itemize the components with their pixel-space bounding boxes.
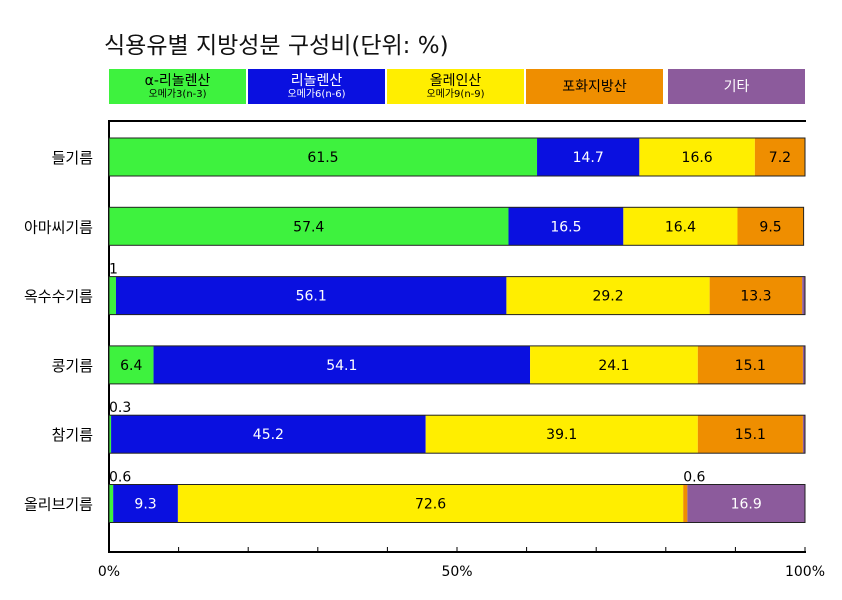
- bar-segment: [109, 345, 154, 384]
- bar-segment: [697, 415, 803, 454]
- bar-segment: [508, 207, 624, 246]
- data-label: 0.6: [683, 470, 705, 486]
- legend-item: 리놀렌산 오메가6(n-6): [248, 69, 385, 104]
- legend-label: 리놀렌산: [290, 72, 343, 89]
- bar-segment: [109, 138, 538, 176]
- bar-outline: [108, 276, 806, 316]
- data-label: 57.4: [293, 219, 324, 235]
- data-label: 9.5: [759, 219, 781, 235]
- bar-segment: [737, 207, 804, 246]
- x-tick-label: 50%: [441, 564, 472, 580]
- data-label: 39.1: [546, 427, 577, 443]
- legend-sublabel: 오메가9(n-9): [426, 88, 485, 100]
- chart-title: 식용유별 지방성분 구성비(단위: %): [104, 33, 449, 59]
- bar-segment: [537, 138, 640, 176]
- data-label: 54.1: [326, 358, 357, 374]
- data-label: 16.5: [550, 219, 581, 235]
- legend-item: 포화지방산: [526, 69, 663, 104]
- bar-segment: [111, 415, 426, 454]
- bar-outline: [108, 414, 806, 454]
- legend-label: 포화지방산: [562, 78, 627, 95]
- bar-segment: [802, 415, 805, 454]
- data-label: 1: [109, 262, 118, 278]
- bar-segment: [177, 484, 684, 523]
- data-label: 9.3: [134, 497, 156, 513]
- legend-item: α-리놀렌산 오메가3(n-3): [109, 69, 246, 104]
- legend-label: α-리놀렌산: [144, 72, 211, 89]
- data-label: 29.2: [592, 289, 623, 305]
- data-label: 72.6: [415, 497, 446, 513]
- data-label: 56.1: [296, 289, 327, 305]
- data-label: 24.1: [598, 358, 629, 374]
- legend-sublabel: 오메가6(n-6): [287, 88, 346, 100]
- data-label: 61.5: [307, 150, 338, 166]
- bar-segment: [697, 345, 803, 384]
- legend-label: 기타: [723, 78, 750, 95]
- bar-outline: [108, 345, 806, 385]
- category-label: 옥수수기름: [24, 288, 93, 306]
- bar-segment: [709, 276, 803, 315]
- bar-segment: [683, 484, 688, 523]
- legend-item: 올레인산 오메가9(n-9): [387, 69, 524, 104]
- data-label: 14.7: [573, 150, 604, 166]
- bar-segment: [109, 415, 112, 454]
- bar-segment: [113, 484, 178, 523]
- data-label: 7.2: [769, 150, 791, 166]
- legend-item: 기타: [668, 69, 805, 104]
- bar-segment: [754, 138, 805, 176]
- legend-sublabel: 오메가3(n-3): [148, 88, 207, 100]
- category-label: 콩기름: [52, 357, 94, 375]
- bar-segment: [109, 207, 509, 246]
- bar-outline: [108, 206, 805, 246]
- bar-segment: [115, 276, 507, 315]
- data-label: 13.3: [740, 289, 771, 305]
- data-label: 16.9: [731, 497, 762, 513]
- data-label: 0.6: [109, 470, 131, 486]
- data-label: 0.3: [109, 400, 131, 416]
- data-label: 16.6: [682, 150, 713, 166]
- bar-segment: [109, 484, 114, 523]
- bar-segment: [153, 345, 531, 384]
- legend-label: 올레인산: [429, 72, 482, 89]
- category-label: 들기름: [52, 149, 94, 167]
- bar-segment: [639, 138, 755, 176]
- data-label: 6.4: [120, 358, 142, 374]
- bar-segment: [623, 207, 738, 246]
- bar-segment: [506, 276, 710, 315]
- data-label: 16.4: [665, 219, 696, 235]
- bar-segment: [687, 484, 805, 523]
- data-label: 15.1: [735, 358, 766, 374]
- bar-outline: [108, 484, 806, 523]
- category-label: 아마씨기름: [24, 218, 93, 236]
- bar-segment: [530, 345, 698, 384]
- data-label: 45.2: [253, 427, 284, 443]
- bar-segment: [802, 276, 805, 315]
- x-tick-label: 100%: [785, 564, 825, 580]
- data-label: 15.1: [735, 427, 766, 443]
- bar-segment: [109, 276, 116, 315]
- category-label: 올리브기름: [24, 496, 93, 514]
- x-tick-label: 0%: [98, 564, 120, 580]
- bar-segment: [802, 345, 805, 384]
- bar-segment: [425, 415, 698, 454]
- category-label: 참기름: [52, 426, 94, 444]
- bar-outline: [108, 137, 806, 177]
